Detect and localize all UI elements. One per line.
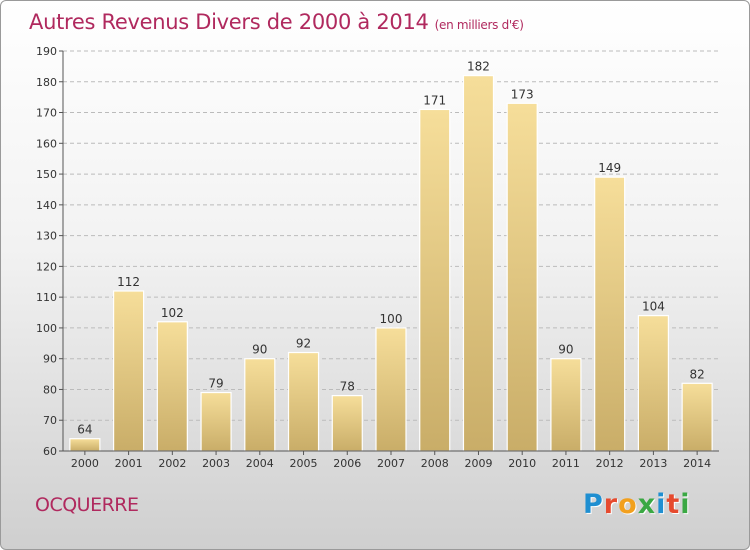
bar-2000: [69, 438, 101, 452]
bar-2007: [375, 327, 407, 452]
x-tick-label: 2006: [333, 457, 361, 470]
x-tick-label: 2003: [202, 457, 230, 470]
x-tick-label: 2001: [115, 457, 143, 470]
x-tick-label: 2002: [158, 457, 186, 470]
data-label: 92: [296, 337, 311, 351]
bar-2002: [156, 321, 188, 452]
x-tick-label: 2005: [290, 457, 318, 470]
bar-2003: [200, 391, 232, 452]
y-tick-label: 90: [43, 353, 57, 366]
data-label: 78: [340, 380, 355, 394]
axes: 60 70 80 90 100 110 120 130 140 150 160 170 180 190 20…: [36, 45, 719, 470]
y-tick-label: 190: [36, 45, 57, 58]
commune-name: OCQUERRE: [35, 494, 139, 516]
data-label: 79: [208, 377, 223, 391]
data-label: 173: [511, 87, 534, 101]
x-tick-label: 2004: [246, 457, 274, 470]
x-tick-label: 2010: [508, 457, 536, 470]
y-tick-label: 170: [36, 107, 57, 120]
x-tick-label: 2012: [596, 457, 624, 470]
x-tick-label: 2000: [71, 457, 99, 470]
chart-title-text: Autres Revenus Divers de 2000 à 2014: [29, 10, 429, 34]
data-label: 82: [689, 367, 704, 381]
bar-2004: [244, 358, 276, 452]
bar-2006: [331, 395, 363, 452]
y-tick-label: 70: [43, 414, 57, 427]
y-tick-label: 120: [36, 260, 57, 273]
proxiti-logo: Proxiti: [583, 489, 691, 520]
x-tick-label: 2008: [421, 457, 449, 470]
data-label: 102: [161, 306, 184, 320]
y-tick-label: 80: [43, 383, 57, 396]
bar-2005: [287, 351, 320, 452]
logo-letter: t: [666, 489, 681, 520]
data-label: 112: [117, 275, 140, 289]
chart-title: Autres Revenus Divers de 2000 à 2014 (en …: [29, 10, 524, 34]
data-label: 90: [252, 343, 267, 357]
bar-2001: [112, 290, 145, 452]
data-label: 100: [380, 312, 403, 326]
logo-letter: P: [583, 489, 604, 520]
chart-subtitle: (en milliers d'€): [434, 18, 524, 32]
y-tick-label: 140: [36, 199, 57, 212]
data-label: 104: [642, 300, 665, 314]
data-label: 90: [558, 343, 573, 357]
y-tick-label: 160: [36, 137, 57, 150]
bar-2014: [681, 382, 713, 452]
logo-letter: i: [680, 489, 691, 520]
x-tick-label: 2013: [639, 457, 667, 470]
data-label: 182: [467, 60, 490, 74]
bar-2010: [506, 102, 538, 452]
data-label: 171: [423, 93, 446, 107]
y-tick-label: 150: [36, 168, 57, 181]
logo-letter: i: [656, 489, 667, 520]
logo-letter: o: [618, 489, 638, 520]
data-label: 149: [598, 161, 621, 175]
data-label: 64: [77, 423, 92, 437]
bars: 64 112 102 79 90 92 78 100 171 182 173 90 149 104 82: [69, 60, 713, 452]
y-tick-label: 130: [36, 230, 57, 243]
bar-2013: [637, 315, 670, 452]
x-tick-label: 2009: [464, 457, 492, 470]
x-tick-label: 2014: [683, 457, 711, 470]
y-tick-label: 60: [43, 445, 57, 458]
x-tick-label: 2007: [377, 457, 405, 470]
y-tick-label: 110: [36, 291, 57, 304]
logo-letter: r: [603, 489, 619, 520]
bar-2012: [594, 176, 626, 452]
x-tick-label: 2011: [552, 457, 580, 470]
bar-2009: [462, 75, 495, 452]
y-tick-label: 100: [36, 322, 57, 335]
y-tick-label: 180: [36, 76, 57, 89]
bar-2008: [419, 108, 451, 452]
bar-2011: [550, 358, 582, 452]
logo-letter: x: [637, 489, 657, 520]
